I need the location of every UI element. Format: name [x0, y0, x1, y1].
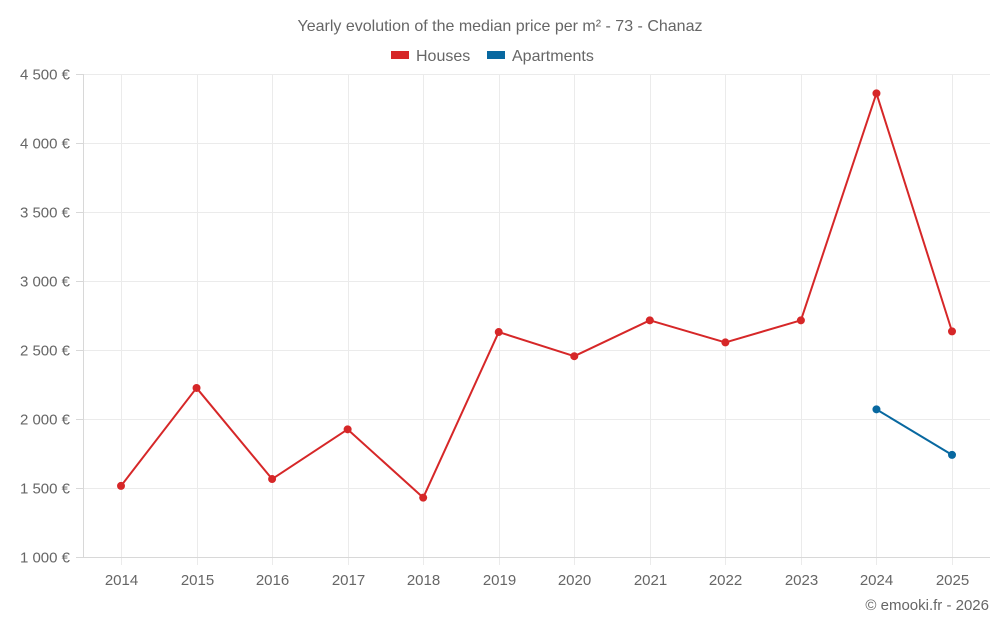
legend-item-houses[interactable]: Houses	[391, 48, 470, 65]
data-point-marker[interactable]	[192, 383, 201, 392]
y-axis-labels: 1 000 € 1 500 € 2 000 € 2 500 € 3 000 € 3 500…	[20, 67, 71, 567]
series-apartments	[872, 405, 956, 459]
houses-swatch-icon	[391, 51, 409, 59]
y-tick-label: 1 500 €	[20, 481, 71, 498]
data-point-marker[interactable]	[419, 493, 428, 502]
y-tick-label: 1 000 €	[20, 550, 71, 567]
data-point-marker[interactable]	[721, 338, 730, 347]
x-tick-label: 2015	[181, 572, 214, 589]
data-point-marker[interactable]	[872, 89, 881, 98]
legend: Houses Apartments	[391, 48, 594, 65]
x-axis-labels: 2014 2015 2016 2017 2018 2019 2020 2021 2022 2023…	[105, 572, 969, 589]
x-tick-label: 2017	[332, 572, 365, 589]
x-tick-label: 2019	[483, 572, 516, 589]
legend-label-apartments: Apartments	[512, 48, 594, 65]
data-point-marker[interactable]	[796, 316, 805, 325]
data-point-marker[interactable]	[117, 481, 125, 490]
x-tick-label: 2025	[936, 572, 969, 589]
data-point-marker[interactable]	[343, 425, 352, 434]
series-line	[875, 408, 953, 456]
data-point-marker[interactable]	[570, 352, 579, 361]
x-tick-label: 2020	[558, 572, 591, 589]
y-tick-label: 3 500 €	[20, 205, 71, 222]
x-tick-label: 2022	[709, 572, 742, 589]
y-tick-label: 4 500 €	[20, 67, 71, 84]
x-tick-label: 2023	[785, 572, 818, 589]
y-tick-label: 3 000 €	[20, 274, 71, 291]
legend-item-apartments[interactable]: Apartments	[487, 48, 594, 65]
data-point-marker[interactable]	[268, 475, 277, 484]
y-tick-label: 2 500 €	[20, 343, 71, 360]
legend-label-houses: Houses	[416, 48, 470, 65]
data-point-marker[interactable]	[645, 316, 654, 325]
y-tick-label: 4 000 €	[20, 136, 71, 153]
x-gridlines	[121, 74, 953, 565]
data-point-marker[interactable]	[494, 328, 503, 337]
credit-text: © emooki.fr - 2026	[865, 597, 989, 614]
y-tick-label: 2 000 €	[20, 412, 71, 429]
x-tick-label: 2016	[256, 572, 289, 589]
series-line	[120, 92, 953, 499]
chart-title: Yearly evolution of the median price per…	[298, 18, 703, 35]
x-tick-label: 2024	[860, 572, 893, 589]
x-tick-label: 2018	[407, 572, 440, 589]
data-point-marker[interactable]	[948, 450, 956, 459]
x-tick-label: 2021	[634, 572, 667, 589]
data-point-marker[interactable]	[872, 405, 881, 414]
y-gridlines	[76, 74, 990, 558]
apartments-swatch-icon	[487, 51, 505, 59]
series-layer	[117, 89, 956, 502]
series-houses	[117, 89, 956, 502]
x-tick-label: 2014	[105, 572, 138, 589]
data-point-marker[interactable]	[948, 327, 956, 336]
